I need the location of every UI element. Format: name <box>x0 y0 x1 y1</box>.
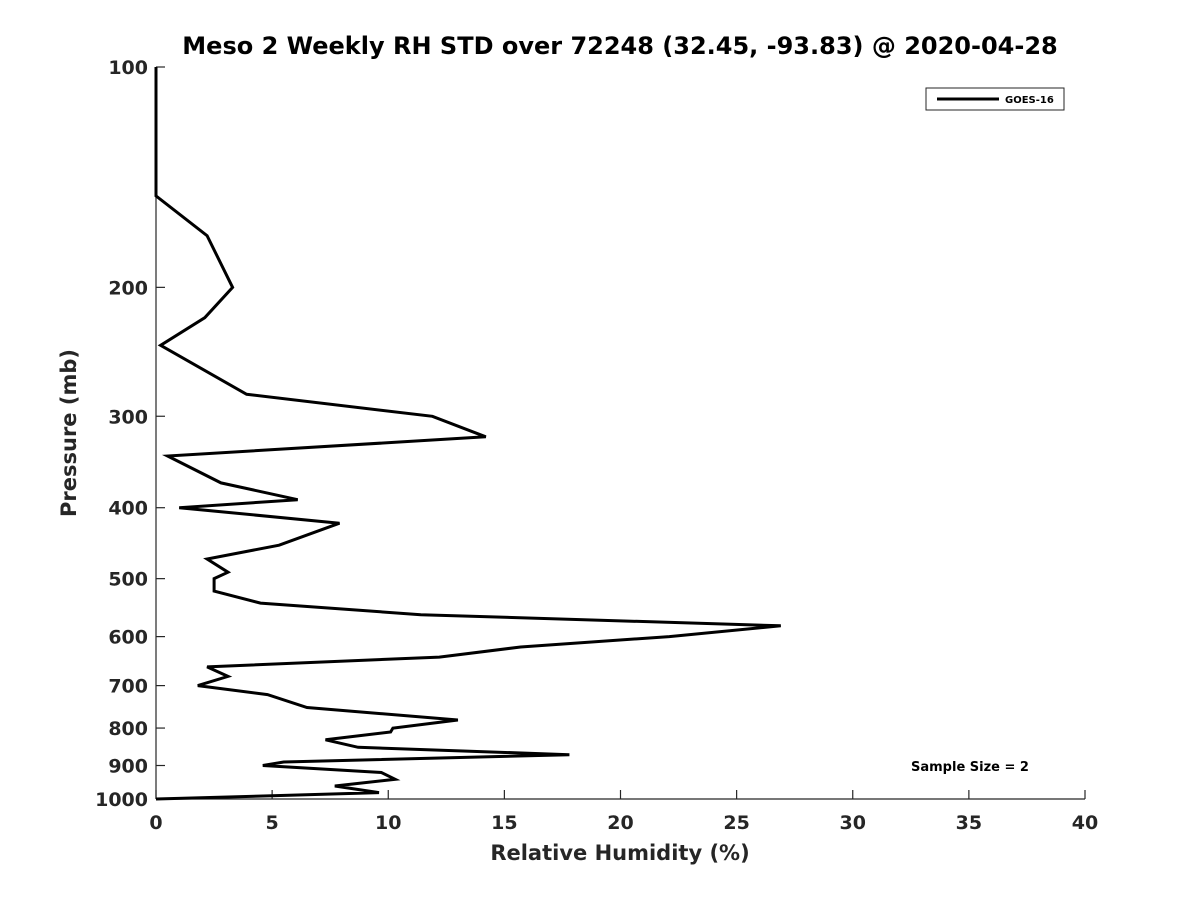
y-ticks: 100 200 300 400 500 600 700 800 900 1000 <box>95 57 165 811</box>
legend-label-goes-16: GOES-16 <box>1005 95 1054 106</box>
y-tick-label: 1000 <box>95 789 148 811</box>
sample-size-annotation: Sample Size = 2 <box>911 760 1029 775</box>
x-ticks: 0 5 10 15 20 25 30 35 40 <box>149 790 1098 834</box>
y-tick-label: 400 <box>108 498 148 520</box>
x-tick-label: 15 <box>491 812 517 834</box>
y-tick-label: 800 <box>108 718 148 740</box>
y-axis-label: Pressure (mb) <box>57 349 81 517</box>
x-tick-label: 35 <box>956 812 982 834</box>
x-tick-label: 20 <box>607 812 633 834</box>
x-tick-label: 5 <box>266 812 279 834</box>
y-tick-label: 700 <box>108 676 148 698</box>
x-tick-label: 30 <box>840 812 866 834</box>
y-tick-label: 100 <box>108 57 148 79</box>
y-tick-label: 600 <box>108 627 148 649</box>
x-tick-label: 0 <box>149 812 162 834</box>
x-axis-label: Relative Humidity (%) <box>490 841 749 865</box>
x-tick-label: 25 <box>723 812 749 834</box>
series-line-goes-16 <box>154 67 781 801</box>
x-tick-label: 40 <box>1072 812 1098 834</box>
x-tick-label: 10 <box>375 812 401 834</box>
series-group <box>154 67 781 801</box>
y-tick-label: 500 <box>108 569 148 591</box>
legend: GOES-16 <box>925 87 1065 111</box>
y-tick-label: 200 <box>108 277 148 299</box>
chart-title: Meso 2 Weekly RH STD over 72248 (32.45, … <box>182 32 1057 60</box>
y-tick-label: 300 <box>108 406 148 428</box>
y-tick-label: 900 <box>108 756 148 778</box>
axes <box>155 67 1085 800</box>
